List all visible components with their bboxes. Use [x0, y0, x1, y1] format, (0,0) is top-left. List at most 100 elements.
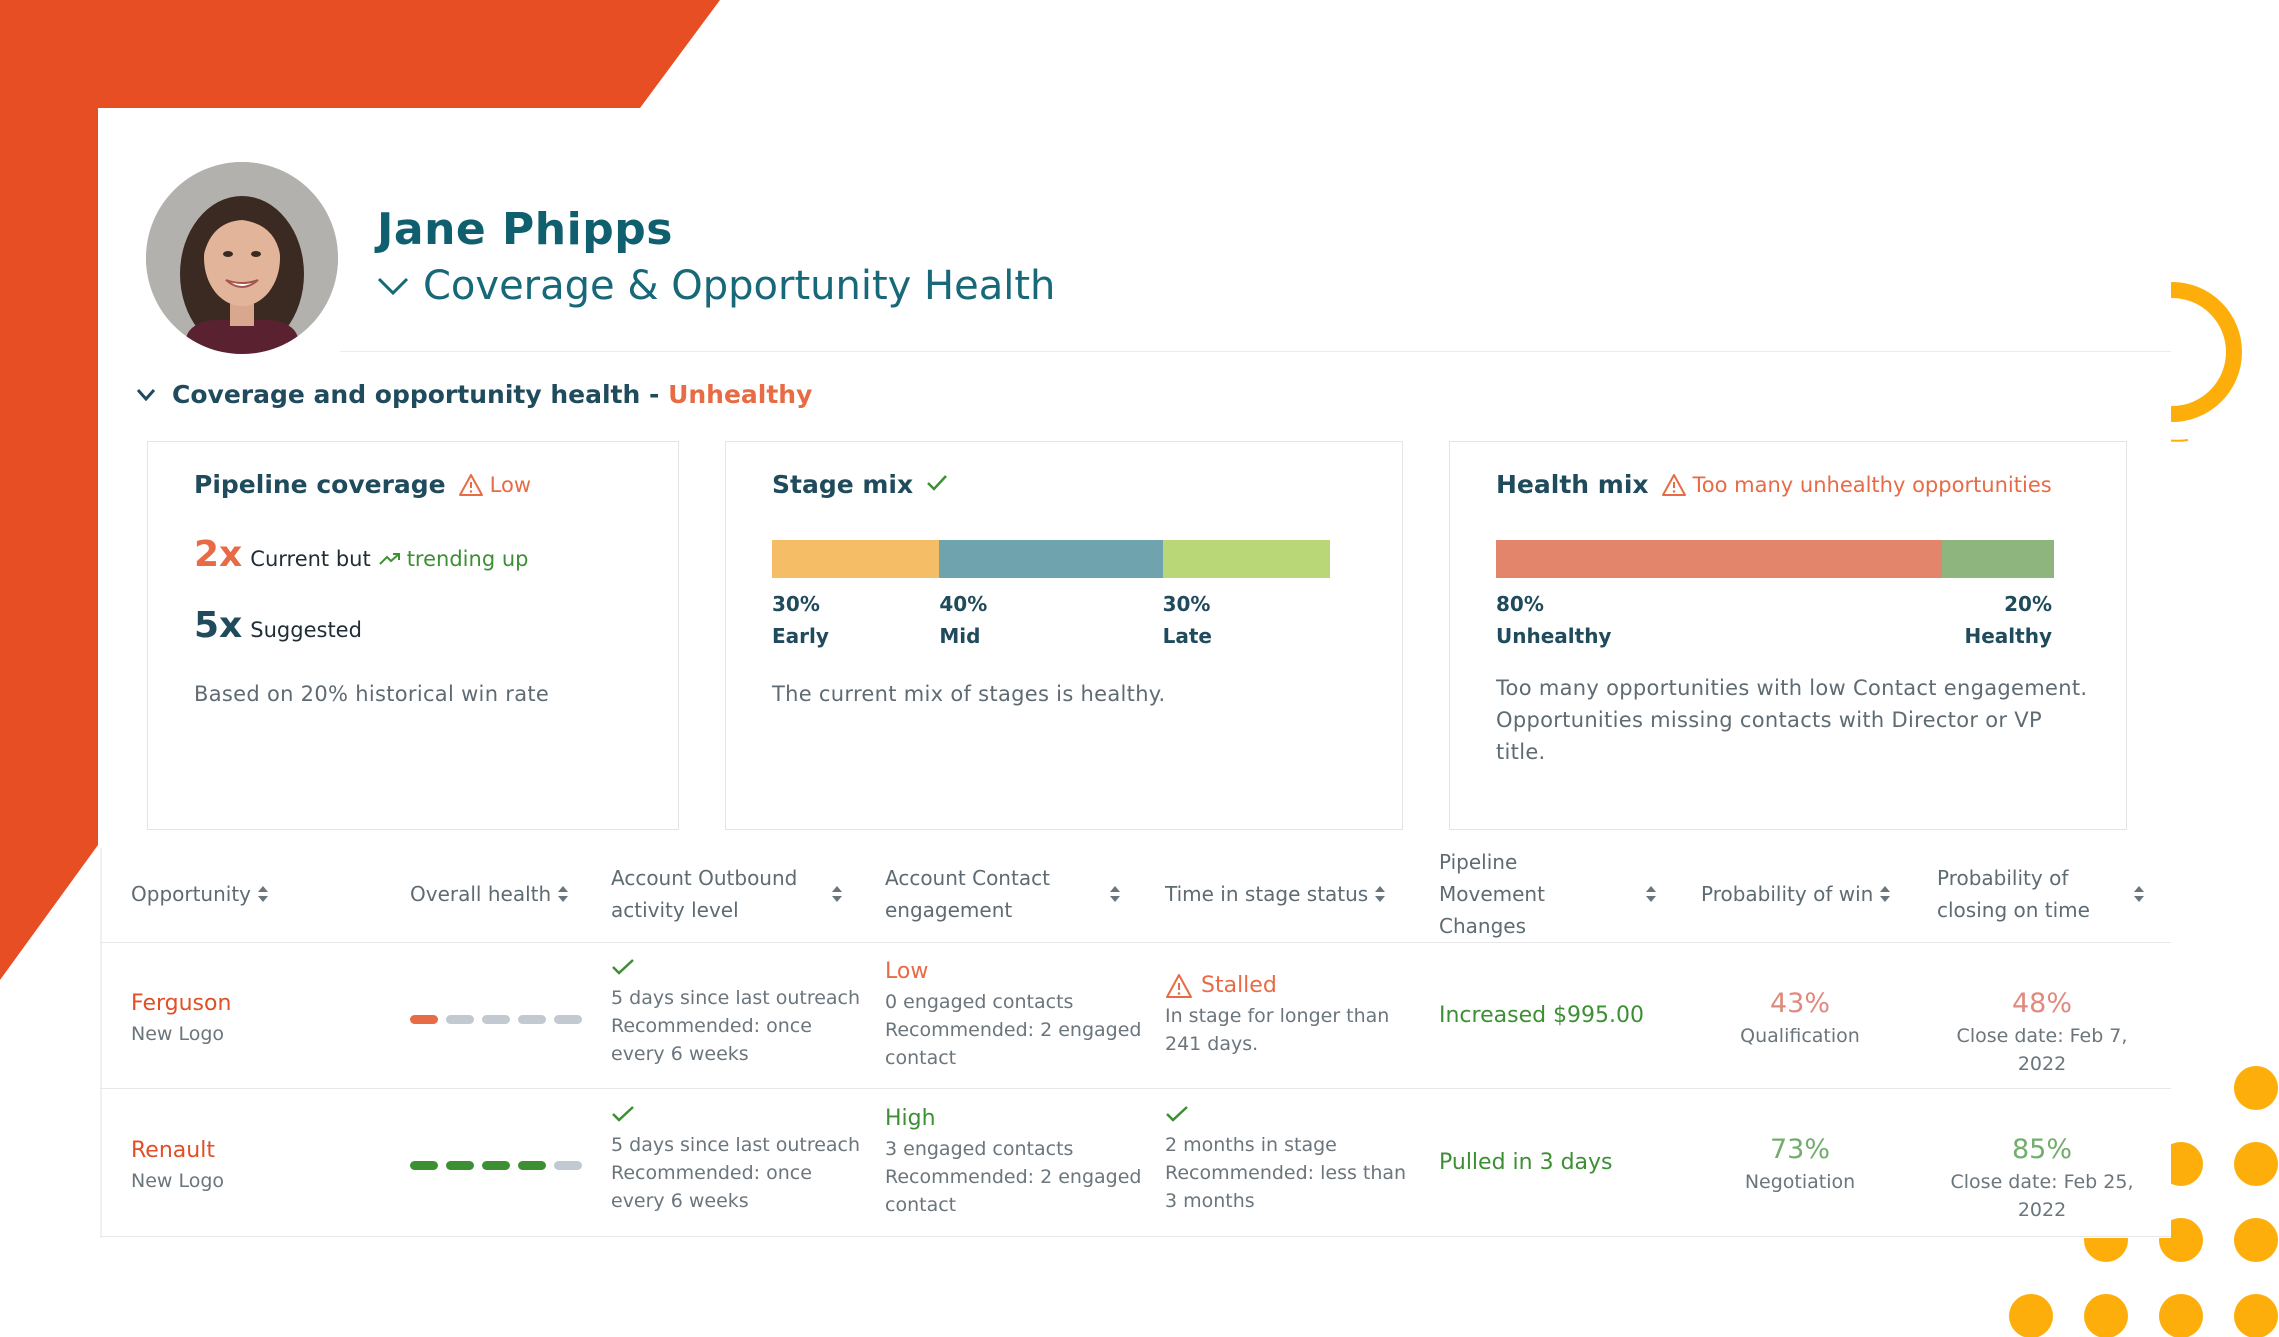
col-header-overall-health[interactable]: Overall health — [410, 848, 569, 940]
health-mix-stage-name: Healthy — [1964, 624, 2053, 648]
outbound-detail: every 6 weeks — [611, 1043, 749, 1065]
health-mix-title-row: Health mix Too many unhealthy opportunit… — [1496, 470, 2052, 499]
current-coverage-row: 2x Current but trending up — [194, 534, 528, 575]
outbound-detail: every 6 weeks — [611, 1190, 749, 1212]
warning-icon — [1166, 974, 1192, 998]
opportunity-name[interactable]: Renault — [131, 1138, 215, 1163]
outbound-detail: 5 days since last outreach — [611, 1134, 861, 1156]
health-mix-note-line-1: Too many opportunities with low Contact … — [1496, 676, 2088, 700]
col-header-opportunity[interactable]: Opportunity — [131, 848, 269, 940]
outbound-cell: 5 days since last outreach Recommended: … — [611, 956, 860, 1068]
health-mix-segment-healthy — [1942, 540, 2054, 578]
health-mix-label-unhealthy: 80% Unhealthy — [1496, 588, 1611, 652]
chevron-down-icon — [136, 388, 156, 401]
outbound-detail: Recommended: once — [611, 1162, 812, 1184]
opportunity-type: New Logo — [131, 1170, 225, 1192]
table-left-border — [100, 848, 102, 1238]
sort-icon — [257, 884, 269, 904]
stage-mix-pct: 40% — [939, 592, 988, 616]
col-header-label: Account Contact engagement — [885, 866, 1050, 922]
probability-close-cell: 48% Close date: Feb 7, 2022 — [1932, 986, 2152, 1078]
col-header-pipeline-movement[interactable]: Pipeline Movement Changes — [1439, 848, 1657, 940]
chevron-down-icon — [377, 277, 409, 296]
engagement-detail: Recommended: 2 engaged — [885, 1166, 1142, 1188]
warning-icon — [1661, 473, 1686, 496]
sort-icon — [557, 884, 569, 904]
col-header-probability-close[interactable]: Probability of closing on time — [1937, 848, 2145, 940]
stage-mix-stage-name: Mid — [939, 624, 981, 648]
stage-status-cell: Stalled In stage for longer than 241 day… — [1165, 970, 1389, 1058]
suggested-coverage-text: Suggested — [250, 618, 362, 642]
section-status: Unhealthy — [668, 380, 813, 409]
stage-mix-segment-early — [772, 540, 940, 578]
probability-win-stage: Qualification — [1740, 1025, 1860, 1047]
health-mix-status: Too many unhealthy opportunities — [1661, 473, 2052, 497]
orange-banner-shape — [0, 0, 720, 980]
col-header-label: Time in stage status — [1165, 882, 1369, 906]
col-header-label: Overall health — [410, 882, 552, 906]
sort-icon — [831, 884, 843, 904]
health-mix-bar — [1496, 540, 2054, 578]
stage-mix-segment-mid — [939, 540, 1163, 578]
probability-close-cell: 85% Close date: Feb 25, 2022 — [1932, 1132, 2152, 1224]
opportunity-name[interactable]: Ferguson — [131, 991, 232, 1016]
stage-detail: 241 days. — [1165, 1033, 1259, 1055]
engagement-cell: Low 0 engaged contacts Recommended: 2 en… — [885, 956, 1141, 1072]
engagement-cell: High 3 engaged contacts Recommended: 2 e… — [885, 1103, 1141, 1219]
pipeline-movement: Increased $995.00 — [1439, 1003, 1645, 1028]
pipeline-coverage-title: Pipeline coverage — [194, 470, 446, 499]
stage-mix-pct: 30% — [772, 592, 820, 616]
health-mix-title: Health mix — [1496, 470, 1649, 499]
health-mix-label-healthy: 20% Healthy — [1965, 588, 2053, 652]
suggested-coverage-value: 5x — [194, 605, 243, 646]
pipeline-coverage-panel: Pipeline coverage Low 2x Current but tre… — [147, 441, 679, 830]
avatar — [146, 162, 338, 354]
stage-mix-note: The current mix of stages is healthy. — [772, 682, 1166, 706]
health-dot — [554, 1161, 582, 1170]
current-coverage-text: Current but — [250, 547, 371, 571]
outbound-cell: 5 days since last outreach Recommended: … — [611, 1103, 860, 1215]
opportunity-type: New Logo — [131, 1023, 225, 1045]
health-mix-pct: 80% — [1496, 592, 1544, 616]
header-divider — [340, 351, 2171, 352]
stage-mix-label-early: 30% Early — [772, 588, 829, 652]
close-date: Close date: Feb 7, 2022 — [1956, 1025, 2128, 1075]
stage-mix-bar — [772, 540, 1330, 578]
health-indicator — [410, 1161, 582, 1170]
stage-mix-segment-late — [1162, 540, 1330, 578]
col-header-probability-win[interactable]: Probability of win — [1701, 848, 1891, 940]
pipeline-coverage-status-label: Low — [489, 472, 531, 497]
probability-close-value: 85% — [2011, 1134, 2072, 1165]
subtitle-dropdown[interactable]: Coverage & Opportunity Health — [377, 263, 1055, 309]
col-header-contact-engagement[interactable]: Account Contact engagement — [885, 848, 1121, 940]
health-dot — [446, 1015, 474, 1024]
sort-icon — [2133, 884, 2145, 904]
outbound-detail: Recommended: once — [611, 1015, 812, 1037]
health-indicator — [410, 1015, 582, 1024]
col-header-label: Pipeline Movement Changes — [1439, 850, 1545, 938]
health-dot — [518, 1161, 546, 1170]
stage-detail: In stage for longer than — [1165, 1005, 1390, 1027]
close-date: Close date: Feb 25, 2022 — [1950, 1171, 2134, 1221]
engagement-detail: 0 engaged contacts — [885, 991, 1074, 1013]
stage-mix-title: Stage mix — [772, 470, 914, 499]
health-dot — [518, 1015, 546, 1024]
engagement-detail: Recommended: 2 engaged — [885, 1019, 1142, 1041]
probability-close-value: 48% — [2011, 988, 2072, 1019]
stage-mix-panel: Stage mix 30% Early 40% Mid 30% Late The curr… — [725, 441, 1403, 830]
col-header-label: Probability of closing on time — [1937, 866, 2090, 922]
row-divider — [100, 942, 2171, 943]
subtitle-label: Coverage & Opportunity Health — [423, 263, 1056, 309]
health-dot — [446, 1161, 474, 1170]
health-mix-panel: Health mix Too many unhealthy opportunit… — [1449, 441, 2127, 830]
trend-indicator: trending up — [378, 547, 528, 571]
engagement-level: High — [885, 1106, 936, 1131]
section-toggle[interactable]: Coverage and opportunity health - Unheal… — [136, 380, 812, 409]
opportunity-cell: Renault New Logo — [131, 1135, 224, 1195]
col-header-outbound-activity[interactable]: Account Outbound activity level — [611, 848, 843, 940]
check-icon — [611, 1103, 860, 1131]
current-coverage-value: 2x — [194, 534, 243, 575]
sort-icon — [1374, 884, 1386, 904]
col-header-time-in-stage[interactable]: Time in stage status — [1165, 848, 1386, 940]
col-header-label: Opportunity — [131, 882, 252, 906]
